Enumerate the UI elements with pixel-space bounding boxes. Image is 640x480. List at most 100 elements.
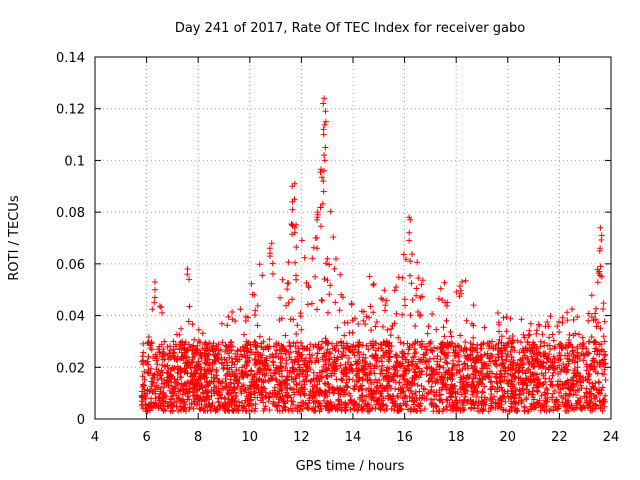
x-tick-label: 22 <box>551 430 568 445</box>
data-point <box>443 368 450 375</box>
data-point <box>373 347 379 354</box>
data-point <box>397 373 404 380</box>
data-point <box>541 342 548 349</box>
data-point <box>337 362 344 369</box>
data-point <box>318 405 325 412</box>
data-point <box>508 353 515 360</box>
data-point <box>271 384 278 391</box>
data-point <box>343 379 350 386</box>
data-point <box>223 380 230 387</box>
data-point <box>479 372 486 378</box>
data-point <box>409 358 416 365</box>
data-point <box>157 402 164 409</box>
data-point <box>348 301 355 308</box>
data-point <box>178 355 185 362</box>
data-point <box>504 380 511 387</box>
data-point <box>171 364 178 371</box>
x-tick-label: 24 <box>603 430 620 445</box>
data-point <box>532 345 539 351</box>
data-point <box>237 306 244 313</box>
data-point <box>311 408 318 415</box>
data-point <box>233 366 240 373</box>
data-point <box>159 362 166 369</box>
data-point <box>344 319 351 326</box>
data-point <box>546 375 553 382</box>
data-point <box>257 358 264 364</box>
data-point <box>258 344 265 351</box>
data-point <box>419 277 426 284</box>
data-point <box>597 402 604 409</box>
data-point <box>222 376 229 382</box>
data-point <box>138 402 145 409</box>
data-point <box>418 383 425 389</box>
data-point <box>503 314 510 320</box>
data-point <box>189 356 196 363</box>
data-point <box>297 351 304 358</box>
data-point <box>479 353 485 360</box>
data-point <box>279 379 286 386</box>
data-point <box>147 365 154 372</box>
data-point <box>392 400 399 407</box>
data-point <box>322 144 329 151</box>
data-point <box>278 363 285 370</box>
data-point <box>499 356 506 363</box>
data-point <box>338 407 345 414</box>
data-point <box>443 317 450 324</box>
data-point <box>154 370 161 377</box>
data-point <box>337 271 344 278</box>
data-point <box>160 406 167 413</box>
data-point <box>503 353 510 359</box>
data-point <box>242 386 249 393</box>
data-point <box>160 400 167 407</box>
data-point <box>322 118 329 125</box>
data-point <box>187 373 194 380</box>
data-point <box>205 362 212 369</box>
data-point <box>505 339 512 346</box>
data-point <box>421 406 428 412</box>
data-point <box>413 363 420 370</box>
data-point <box>192 345 199 352</box>
data-point <box>313 355 320 362</box>
y-tick-label: 0.1 <box>64 154 85 169</box>
data-point <box>546 334 553 341</box>
data-point <box>590 385 597 392</box>
data-point <box>289 206 296 213</box>
data-point <box>409 251 416 258</box>
data-point <box>176 387 183 394</box>
data-point <box>159 309 165 316</box>
data-point <box>232 373 239 380</box>
data-point <box>283 389 290 396</box>
data-point <box>580 357 587 364</box>
data-point <box>351 352 358 359</box>
data-point <box>597 224 604 231</box>
data-point <box>238 390 245 397</box>
data-point <box>242 397 249 404</box>
data-point <box>401 375 408 382</box>
data-point <box>597 390 603 397</box>
data-point <box>409 297 416 303</box>
data-point <box>157 397 163 404</box>
data-point <box>395 386 402 393</box>
data-point <box>301 361 308 368</box>
data-point <box>526 327 533 334</box>
data-point <box>413 285 420 292</box>
data-point <box>346 329 353 336</box>
data-point <box>579 341 586 348</box>
data-point <box>332 299 339 306</box>
data-point <box>171 349 178 356</box>
data-point <box>574 345 581 352</box>
data-point <box>268 240 275 247</box>
data-point <box>402 392 409 399</box>
data-point <box>302 373 309 380</box>
data-point <box>335 356 341 363</box>
data-point <box>440 350 447 357</box>
data-point <box>360 308 367 315</box>
data-point <box>490 360 497 367</box>
data-point <box>481 396 488 403</box>
data-point <box>349 349 356 356</box>
data-point <box>278 387 285 394</box>
data-point <box>542 391 548 398</box>
data-point <box>435 295 442 302</box>
data-point <box>393 284 400 290</box>
